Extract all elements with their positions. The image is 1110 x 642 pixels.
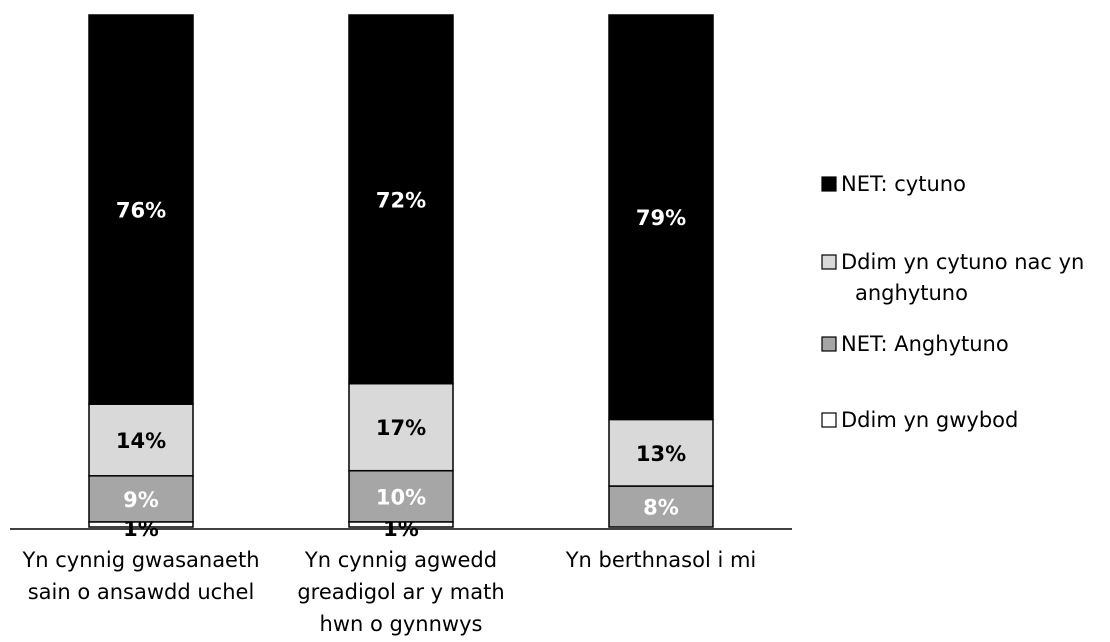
data-label-ddim-yn-cytuno-nac-yn-anghytuno-3: 13%	[636, 442, 686, 466]
bar-segment-net-anghytuno-3	[608, 485, 714, 528]
legend-swatch-1	[821, 176, 837, 192]
legend-swatch-4	[821, 412, 837, 428]
data-label-ddim-yn-cytuno-nac-yn-anghytuno-2: 17%	[376, 416, 426, 440]
bar-segment-ddim-yn-cytuno-nac-yn-anghytuno-1	[88, 403, 194, 477]
data-label-net-cytuno-3: 79%	[636, 206, 686, 230]
data-label-net-anghytuno-3: 8%	[643, 496, 679, 520]
category-labels: Yn cynnig gwasanaeth sain o ansawdd uchel…	[21, 548, 756, 636]
data-label-ddim-yn-cytuno-nac-yn-anghytuno-1: 14%	[116, 429, 166, 453]
bar-segment-net-cytuno-1	[88, 14, 194, 405]
category-label-2: Yn cynnig agwedd greadigol ar y math hwn o…	[297, 548, 504, 636]
data-label-net-cytuno-1: 76%	[116, 199, 166, 223]
legend: NET: cytuno Ddim yn cytuno nac yn anghytun…	[821, 172, 1084, 432]
category-label-3: Yn berthnasol i mi	[565, 548, 757, 572]
bar-segment-net-anghytuno-1	[88, 475, 194, 523]
data-label-net-anghytuno-2: 10%	[376, 485, 426, 509]
bar-segment-ddim-yn-cytuno-nac-yn-anghytuno-3	[608, 418, 714, 487]
data-label-net-anghytuno-1: 9%	[123, 488, 159, 512]
bar-segment-net-cytuno-3	[608, 14, 714, 421]
legend-label-4: Ddim yn gwybod	[841, 408, 1018, 432]
bar-segment-net-cytuno-2	[348, 14, 454, 385]
legend-label-2: Ddim yn cytuno nac yn anghytuno	[841, 250, 1084, 305]
category-label-1: Yn cynnig gwasanaeth sain o ansawdd uchel	[21, 548, 259, 604]
legend-label-1: NET: cytuno	[841, 172, 966, 196]
bars-group: 1%9%14%76%1%10%17%72%8%13%79%	[88, 14, 714, 541]
data-label-net-cytuno-2: 72%	[376, 188, 426, 212]
legend-swatch-2	[821, 254, 837, 270]
legend-label-3: NET: Anghytuno	[841, 332, 1009, 356]
legend-swatch-3	[821, 336, 837, 352]
